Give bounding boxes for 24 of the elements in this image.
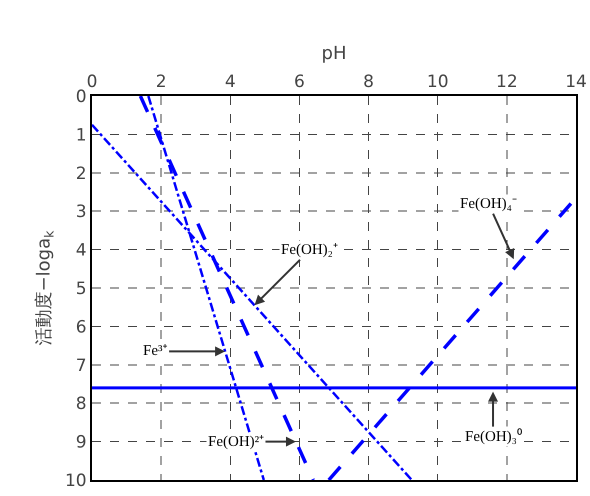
y-tick-label: 8 bbox=[76, 394, 87, 414]
y-tick-label: 10 bbox=[64, 470, 87, 491]
y-tick-label: 1 bbox=[76, 125, 87, 146]
y-tick-label: 2 bbox=[76, 164, 87, 184]
x-tick-label: 6 bbox=[294, 72, 305, 92]
annotation: Fe(OH)²⁺ bbox=[208, 434, 264, 450]
y-tick-label: 0 bbox=[76, 86, 87, 107]
y-tick-label: 3 bbox=[76, 202, 87, 222]
x-tick-label: 2 bbox=[156, 72, 167, 92]
annotation: Fe(OH)₃⁰ bbox=[465, 428, 522, 445]
x-tick-label: 8 bbox=[363, 72, 374, 92]
x-tick-label: 14 bbox=[565, 72, 587, 92]
y-tick-label: 6 bbox=[76, 317, 87, 338]
y-tick-label: 7 bbox=[76, 356, 87, 376]
y-tick-label: 9 bbox=[76, 432, 87, 453]
x-axis-title: pH bbox=[322, 42, 346, 64]
x-tick-label: 4 bbox=[224, 72, 236, 92]
y-tick-label: 5 bbox=[76, 278, 87, 299]
x-tick-label: 10 bbox=[426, 72, 449, 92]
x-tick-label: 12 bbox=[496, 72, 518, 92]
y-tick-label: 4 bbox=[76, 240, 87, 261]
annotation: Fe(OH)₂⁺ bbox=[281, 242, 338, 258]
annotation: Fe³⁺ bbox=[143, 343, 168, 359]
annotation: Fe(OH)₄⁻ bbox=[460, 196, 517, 212]
